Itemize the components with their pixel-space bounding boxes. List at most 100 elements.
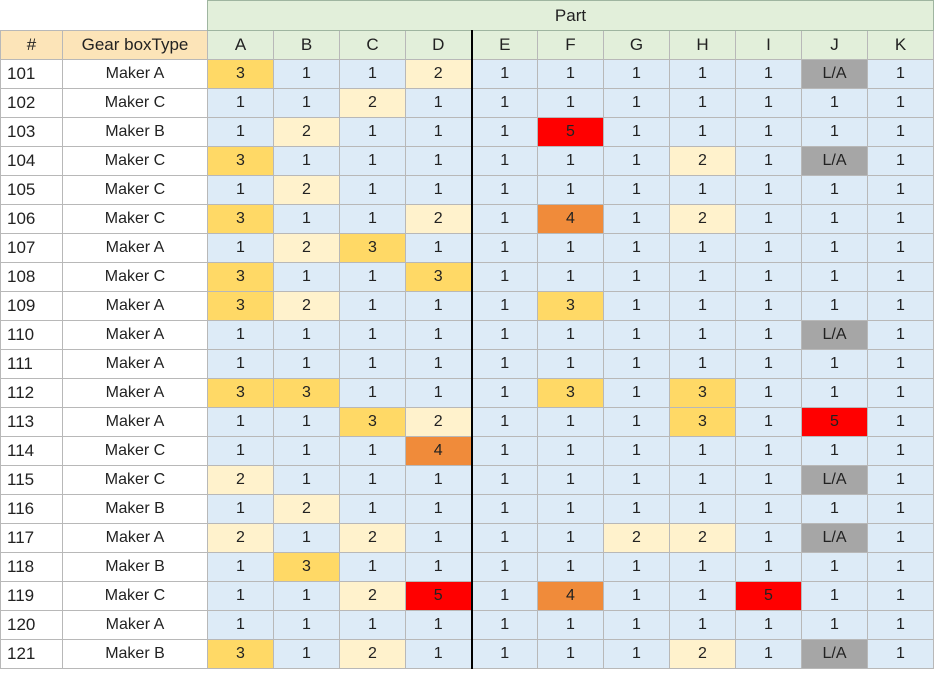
part-value-cell: 1: [603, 552, 670, 582]
part-value-cell: 3: [207, 639, 274, 669]
row-id: 114: [0, 436, 63, 466]
part-value-cell: 1: [801, 233, 868, 263]
row-id: 113: [0, 407, 63, 437]
part-value-cell: 1: [603, 494, 670, 524]
column-header: A: [207, 30, 274, 60]
row-id: 112: [0, 378, 63, 408]
part-value-cell: 3: [339, 407, 406, 437]
part-value-cell: 1: [669, 610, 736, 640]
column-header: I: [735, 30, 802, 60]
part-value-cell: 3: [537, 291, 604, 321]
gearbox-type: Maker A: [62, 407, 208, 437]
part-value-cell: 2: [669, 523, 736, 553]
gearbox-type: Maker A: [62, 349, 208, 379]
part-value-cell: L/A: [801, 146, 868, 176]
part-value-cell: 3: [207, 291, 274, 321]
part-value-cell: 1: [273, 204, 340, 234]
part-value-cell: 1: [537, 494, 604, 524]
part-value-cell: 1: [801, 204, 868, 234]
part-value-cell: 1: [405, 291, 473, 321]
part-value-cell: 1: [405, 494, 473, 524]
part-value-cell: 1: [669, 117, 736, 147]
part-value-cell: 1: [273, 320, 340, 350]
part-value-cell: 1: [603, 610, 670, 640]
part-value-cell: 2: [273, 291, 340, 321]
part-value-cell: 1: [669, 291, 736, 321]
part-value-cell: 1: [867, 494, 934, 524]
part-value-cell: 1: [735, 59, 802, 89]
part-value-cell: 1: [867, 610, 934, 640]
row-id: 107: [0, 233, 63, 263]
part-value-cell: 1: [603, 639, 670, 669]
part-value-cell: 1: [471, 523, 538, 553]
part-value-cell: 1: [735, 204, 802, 234]
part-value-cell: 1: [471, 349, 538, 379]
part-value-cell: 2: [669, 146, 736, 176]
part-value-cell: 1: [867, 88, 934, 118]
part-value-cell: 1: [735, 523, 802, 553]
part-value-cell: 1: [537, 465, 604, 495]
column-header: D: [405, 30, 473, 60]
gearbox-type: Maker B: [62, 117, 208, 147]
column-header: G: [603, 30, 670, 60]
gearbox-type: Maker B: [62, 552, 208, 582]
part-value-cell: 1: [273, 581, 340, 611]
row-id: 105: [0, 175, 63, 205]
part-group-header: Part: [207, 0, 934, 31]
part-value-cell: 1: [339, 175, 406, 205]
part-value-cell: 2: [339, 639, 406, 669]
part-value-cell: 1: [603, 175, 670, 205]
part-value-cell: 1: [735, 146, 802, 176]
part-value-cell: 3: [669, 407, 736, 437]
part-value-cell: 5: [735, 581, 802, 611]
part-value-cell: L/A: [801, 320, 868, 350]
gearbox-type: Maker A: [62, 233, 208, 263]
part-value-cell: 1: [273, 639, 340, 669]
column-header: E: [471, 30, 538, 60]
part-value-cell: 3: [339, 233, 406, 263]
part-value-cell: 2: [207, 523, 274, 553]
part-value-cell: 3: [207, 59, 274, 89]
table-row: 115 Maker C 2 1 1 1 1 1 1 1 1 L/A 1: [0, 465, 934, 495]
part-value-cell: 2: [669, 639, 736, 669]
gearbox-type: Maker C: [62, 436, 208, 466]
part-value-cell: 1: [207, 233, 274, 263]
part-value-cell: 1: [207, 581, 274, 611]
column-header: #: [0, 30, 63, 60]
part-value-cell: 3: [207, 146, 274, 176]
part-value-cell: 1: [339, 610, 406, 640]
part-value-cell: 2: [603, 523, 670, 553]
part-value-cell: 1: [867, 117, 934, 147]
part-value-cell: 1: [603, 436, 670, 466]
row-id: 117: [0, 523, 63, 553]
column-header: B: [273, 30, 340, 60]
part-value-cell: 1: [537, 407, 604, 437]
part-value-cell: 1: [735, 378, 802, 408]
part-value-cell: 1: [405, 175, 473, 205]
part-value-cell: 1: [669, 436, 736, 466]
part-value-cell: 1: [405, 465, 473, 495]
part-value-cell: 1: [867, 378, 934, 408]
part-value-cell: 1: [207, 117, 274, 147]
part-value-cell: 2: [339, 581, 406, 611]
part-value-cell: 2: [339, 523, 406, 553]
part-value-cell: 1: [405, 378, 473, 408]
part-value-cell: 3: [273, 378, 340, 408]
part-value-cell: 1: [471, 320, 538, 350]
row-id: 116: [0, 494, 63, 524]
part-value-cell: 1: [471, 262, 538, 292]
part-value-cell: 1: [339, 291, 406, 321]
part-value-cell: 1: [867, 59, 934, 89]
part-value-cell: L/A: [801, 59, 868, 89]
part-value-cell: 1: [537, 320, 604, 350]
part-value-cell: 1: [471, 639, 538, 669]
part-value-cell: 1: [537, 349, 604, 379]
part-value-cell: 1: [735, 233, 802, 263]
part-value-cell: 1: [603, 233, 670, 263]
part-value-cell: 1: [471, 117, 538, 147]
gearbox-type: Maker C: [62, 175, 208, 205]
